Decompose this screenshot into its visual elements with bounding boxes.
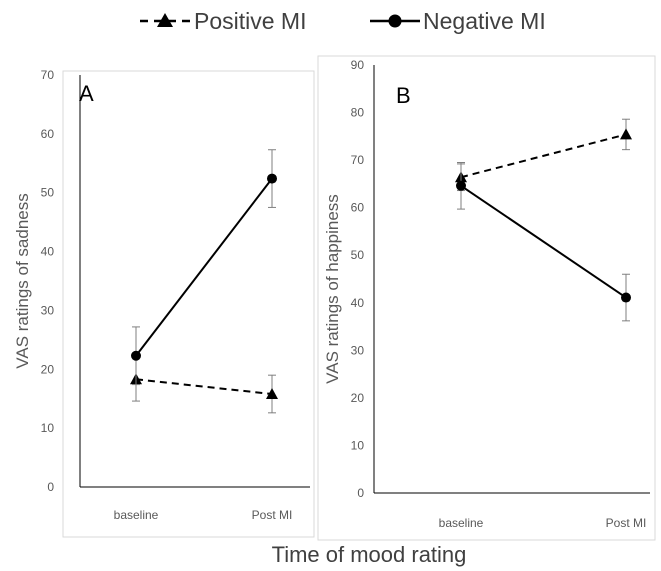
panel-a-label: A [79,81,94,106]
panel-a-series-positive-point [266,388,278,400]
legend: Positive MI Negative MI [140,8,546,34]
panel-a-x-tick-label: baseline [114,508,159,522]
panel-a-series-positive-line [135,378,273,395]
panel-a-series-negative-point [267,173,277,184]
panel-a-y-tick-label: 50 [41,186,55,200]
panel-b-y-tick-label: 90 [351,58,365,72]
legend-positive-triangle-icon [157,13,173,27]
panel-b-series-positive-line [460,133,627,179]
panel-a-y-tick-label: 40 [41,245,55,259]
panel-b-series-negative-line [460,184,627,299]
panel-b-y-tick-label: 80 [351,106,365,120]
panel-b-y-tick-label: 20 [351,391,365,405]
legend-positive-label: Positive MI [194,8,306,34]
panel-b-x-tick-label: baseline [439,516,484,530]
panel-b-series-negative-point [456,180,466,191]
panel-b: 0 10 20 30 40 50 60 70 80 90 baseline Post MI VAS ra… [323,58,650,530]
panel-b-frame [317,55,656,541]
panel-b-label: B [396,83,411,108]
panel-a-series-negative-line [135,177,273,357]
panel-b-series-negative-point [621,292,631,303]
panel-a-y-tick-label: 60 [41,127,55,141]
panel-a-series-negative-point [131,350,141,361]
panel-b-series-positive-point [620,128,632,140]
panel-b-y-tick-label: 40 [351,296,365,310]
panel-a-y-tick-label: 70 [41,68,55,82]
panel-b-y-tick-label: 70 [351,153,365,167]
panel-b-y-tick-label: 60 [351,201,365,215]
panel-b-y-tick-label: 30 [351,343,365,357]
panel-b-x-tick-label: Post MI [606,516,647,530]
panel-a: 0 10 20 30 40 50 60 70 baseline Post MI VAS rating… [13,68,310,522]
panel-a-x-tick-label: Post MI [252,508,293,522]
panel-b-y-axis-title: VAS ratings of happiness [323,194,342,384]
panel-b-y-tick-label: 0 [357,486,364,500]
x-axis-title: Time of mood rating [272,542,467,567]
panel-a-frame [62,70,315,538]
legend-negative-circle-icon [388,14,402,28]
panel-b-y-tick-label: 50 [351,248,365,262]
panel-a-y-tick-label: 30 [41,303,55,317]
panel-a-y-axis-title: VAS ratings of sadness [13,193,32,368]
panel-b-y-tick-label: 10 [351,438,365,452]
panel-a-y-tick-label: 10 [41,421,55,435]
panel-a-y-tick-label: 0 [47,480,54,494]
panel-a-y-tick-label: 20 [41,362,55,376]
legend-negative-label: Negative MI [423,8,546,34]
